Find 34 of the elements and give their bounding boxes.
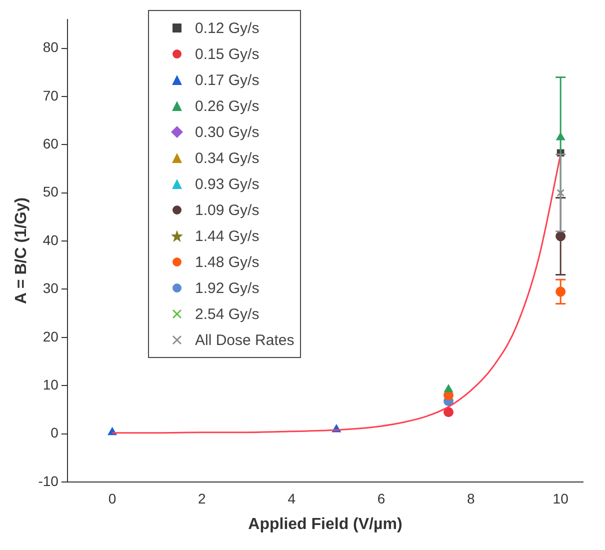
y-tick-label: 0 (50, 424, 59, 441)
legend-label: 1.09 Gy/s (195, 202, 260, 218)
y-tick-label: 80 (42, 39, 59, 56)
legend-label: 0.15 Gy/s (195, 46, 260, 62)
legend-label: All Dose Rates (195, 332, 294, 348)
legend-label: 0.93 Gy/s (195, 176, 260, 192)
y-tick-label: 50 (42, 184, 59, 200)
x-tick-label: 4 (288, 490, 296, 506)
y-tick-label: 10 (42, 376, 59, 392)
x-tick-label: 8 (467, 490, 476, 506)
y-axis-title: A = B/C (1/Gy) (13, 197, 30, 304)
y-tick-label: 30 (42, 280, 59, 296)
y-tick-label: -10 (38, 472, 59, 489)
x-tick-label: 2 (198, 490, 206, 506)
x-tick-label: 0 (108, 490, 116, 506)
legend-label: 1.48 Gy/s (195, 254, 260, 270)
y-tick-label: 60 (42, 136, 59, 152)
y-tick-label: 70 (42, 87, 59, 104)
point (556, 188, 565, 197)
y-tick-label: 40 (42, 232, 59, 248)
x-tick-label: 6 (377, 490, 386, 506)
legend-label: 0.17 Gy/s (195, 72, 260, 88)
legend-label: 1.44 Gy/s (195, 228, 260, 244)
legend-label: 0.26 Gy/s (195, 98, 260, 114)
legend-label: 0.12 Gy/s (195, 20, 260, 36)
x-axis-title: Applied Field (V/µm) (248, 516, 402, 533)
point (444, 384, 453, 392)
legend-label: 2.54 Gy/s (195, 306, 260, 322)
point (444, 407, 454, 418)
legend-label: 0.34 Gy/s (195, 150, 260, 166)
x-tick-label: 10 (552, 490, 569, 506)
y-tick-label: 20 (42, 328, 59, 344)
legend-label: 0.30 Gy/s (195, 124, 260, 140)
legend-label: 1.92 Gy/s (195, 280, 260, 296)
